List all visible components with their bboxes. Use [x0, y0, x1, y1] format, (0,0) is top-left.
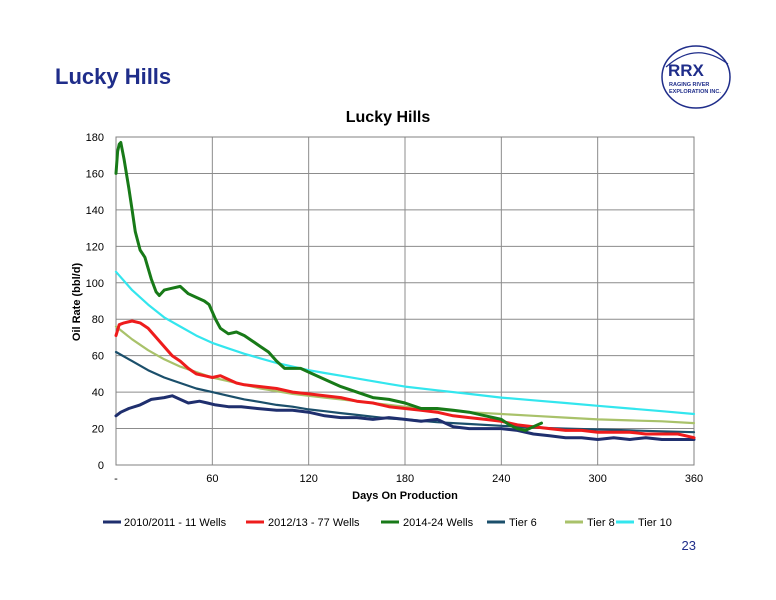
- y-tick-label: 0: [98, 460, 104, 472]
- logo-ring: [661, 45, 731, 109]
- series-line-1: [114, 394, 696, 441]
- legend-label-2: 2012/13 - 77 Wells: [268, 517, 360, 529]
- x-tick-label: 120: [299, 473, 317, 485]
- logo-line1: RAGING RIVER: [669, 82, 709, 88]
- y-tick-label: 40: [92, 387, 104, 399]
- legend: 2010/2011 - 11 Wells 2012/13 - 77 Wells 20…: [103, 517, 672, 529]
- y-tick-label: 160: [86, 168, 104, 180]
- x-axis-label: Days On Production: [352, 490, 458, 502]
- legend-label-5: Tier 8: [587, 517, 615, 529]
- y-axis-label: Oil Rate (bbl/d): [71, 263, 83, 342]
- x-tick-label: -: [114, 473, 118, 485]
- y-tick-label: 100: [86, 278, 104, 290]
- logo-line2: EXPLORATION INC.: [669, 89, 721, 95]
- y-tick-label: 140: [86, 205, 104, 217]
- company-logo: RRX RAGING RIVER EXPLORATION INC.: [661, 45, 731, 109]
- x-tick-label: 300: [588, 473, 606, 485]
- x-tick-label: 240: [492, 473, 510, 485]
- series-layer: [114, 141, 696, 441]
- y-tick-label: 60: [92, 351, 104, 363]
- page-number: 23: [681, 538, 696, 553]
- y-tick-label: 80: [92, 314, 104, 326]
- legend-label-3: 2014-24 Wells: [403, 517, 474, 529]
- logo-brand: RRX: [668, 61, 705, 80]
- y-tick-label: 180: [86, 132, 104, 144]
- series-line-3: [114, 141, 543, 432]
- series-line-6: [114, 270, 696, 416]
- legend-label-6: Tier 10: [638, 517, 672, 529]
- x-axis-ticks: - 60 120 180 240 300 360: [114, 473, 703, 485]
- plot-area: [115, 136, 695, 466]
- x-tick-label: 60: [206, 473, 218, 485]
- y-axis-ticks: 0 20 40 60 80 100 120 140 160 180: [86, 132, 104, 472]
- legend-label-4: Tier 6: [509, 517, 537, 529]
- y-tick-label: 120: [86, 241, 104, 253]
- series-line-2: [114, 319, 696, 440]
- logo-swoosh: [665, 52, 729, 68]
- slide-title: Lucky Hills: [55, 64, 172, 89]
- x-tick-label: 180: [396, 473, 414, 485]
- chart-title: Lucky Hills: [346, 109, 431, 126]
- legend-label-1: 2010/2011 - 11 Wells: [124, 517, 227, 529]
- y-tick-label: 20: [92, 424, 104, 436]
- x-tick-label: 360: [685, 473, 703, 485]
